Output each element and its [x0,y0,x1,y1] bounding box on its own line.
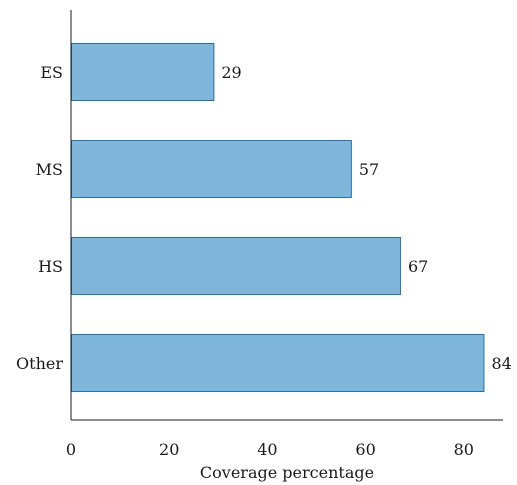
category-label-other: Other [16,354,63,373]
value-label-es: 29 [221,63,241,82]
category-labels-group: ES MS HS Other [16,63,63,373]
bars-group [71,43,485,392]
value-label-other: 84 [491,354,511,373]
x-tick-labels-group: 0 20 40 60 80 [66,440,474,459]
category-label-ms: MS [36,160,63,179]
bar-hs [71,237,401,295]
value-label-ms: 57 [359,160,379,179]
x-axis-title: Coverage percentage [200,463,374,482]
bar-ms [71,140,352,198]
value-label-hs: 67 [408,257,428,276]
bar-other [71,334,485,392]
category-label-es: ES [40,63,63,82]
value-labels-group: 29 57 67 84 [221,63,511,373]
x-tick-label-40: 40 [257,440,277,459]
x-tick-label-20: 20 [159,440,179,459]
x-tick-label-0: 0 [66,440,76,459]
bar-es [71,43,215,101]
x-tick-label-80: 80 [454,440,474,459]
x-tick-label-60: 60 [355,440,375,459]
category-label-hs: HS [38,257,63,276]
